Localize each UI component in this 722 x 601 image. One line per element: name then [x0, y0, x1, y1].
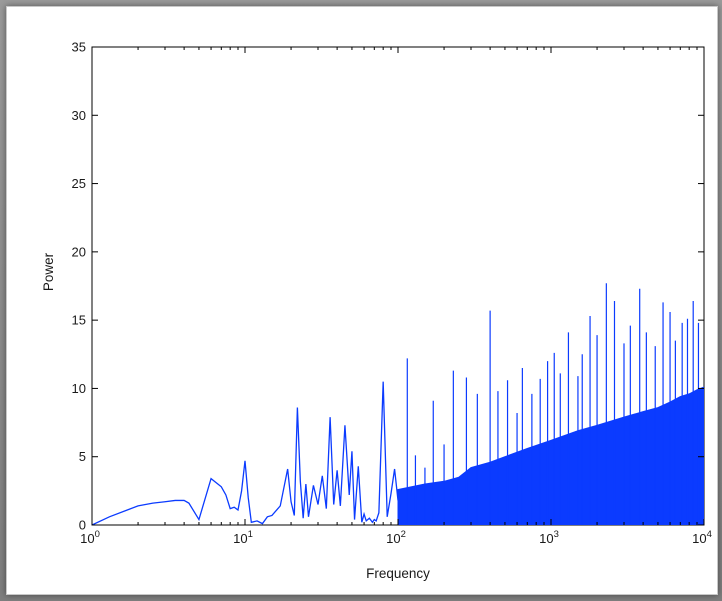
tick-layer	[91, 46, 705, 526]
label-layer: 0 5 10 15 20 25 30 35 100 101 102 103 104	[72, 40, 712, 547]
series-line	[92, 381, 399, 525]
x-tick-label: 102	[386, 529, 406, 546]
y-tick-label: 30	[72, 108, 86, 123]
x-tick-label: 100	[80, 529, 100, 546]
x-tick-label: 101	[233, 529, 253, 546]
data-layer	[92, 283, 704, 525]
y-tick-label: 0	[79, 518, 86, 533]
x-tick-label: 104	[692, 529, 712, 546]
figure-window: 0 5 10 15 20 25 30 35 100 101 102 103 104 Frequency …	[6, 6, 718, 595]
y-tick-label: 5	[79, 449, 86, 464]
y-tick-label: 20	[72, 244, 86, 259]
y-axis-label: Power	[41, 252, 56, 291]
y-tick-label: 15	[72, 313, 86, 328]
y-tick-label: 35	[72, 40, 86, 55]
y-tick-label: 25	[72, 176, 86, 191]
y-tick-label: 10	[72, 381, 86, 396]
x-axis-label: Frequency	[366, 566, 430, 581]
x-tick-label: 103	[539, 529, 559, 546]
